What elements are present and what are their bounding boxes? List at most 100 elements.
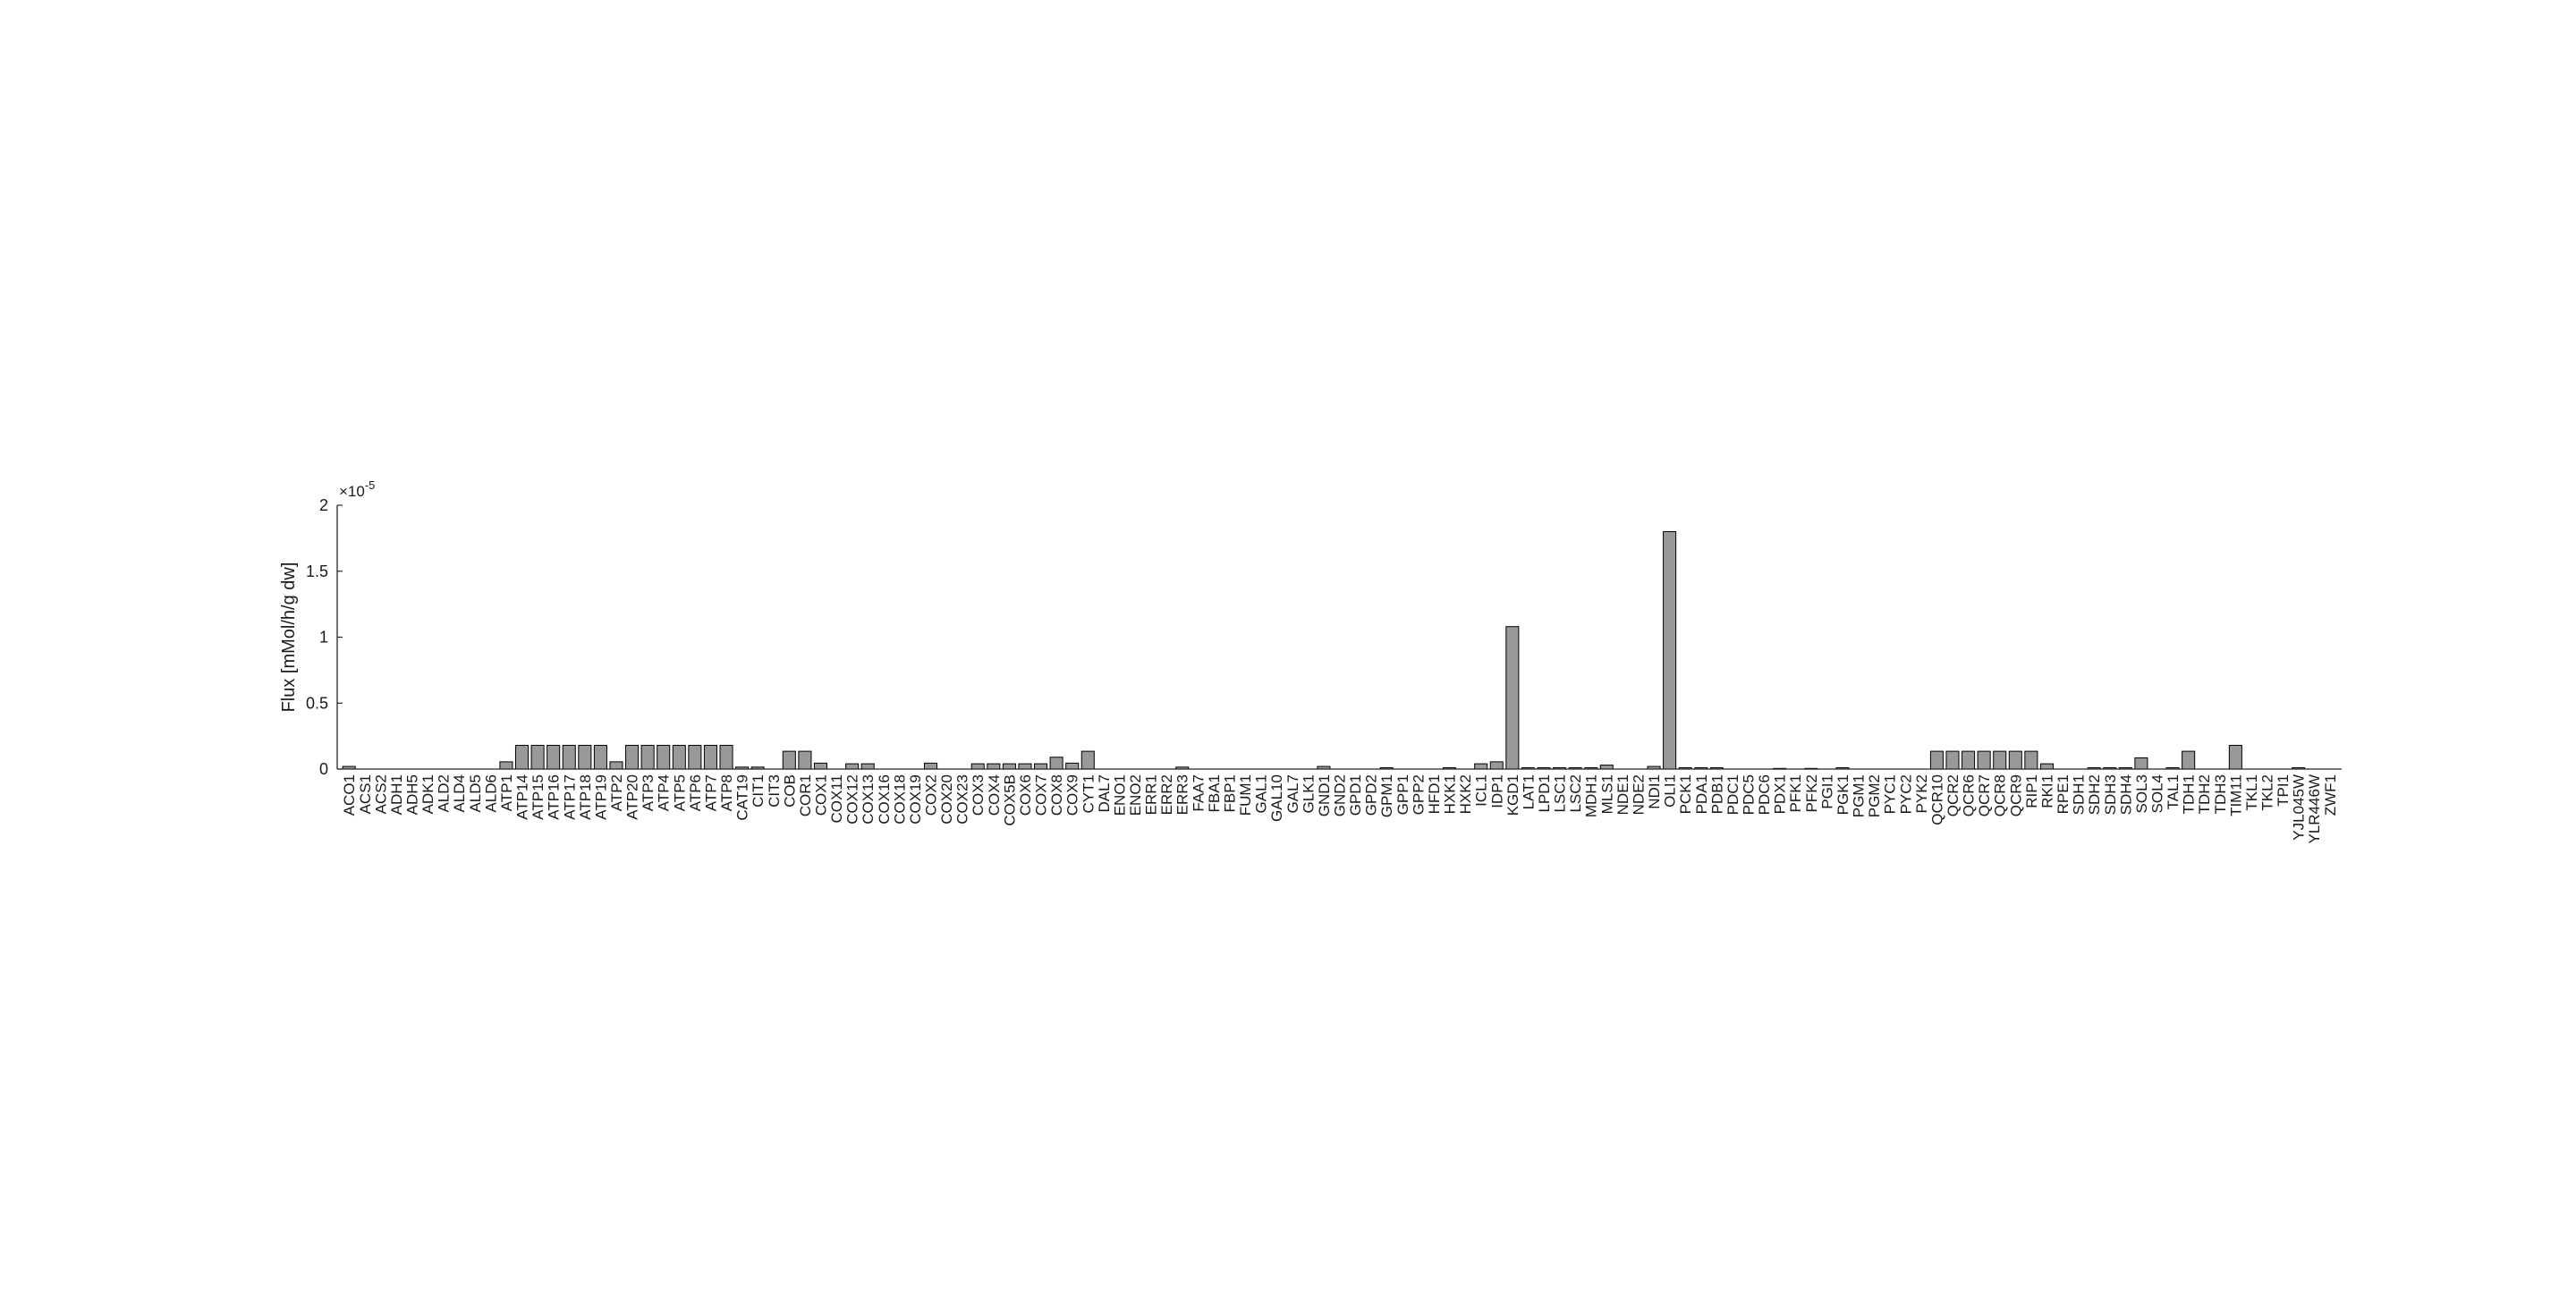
x-tick-label-atp17: ATP17: [561, 774, 578, 820]
x-tick-label-atp5: ATP5: [671, 774, 688, 811]
x-tick-label-tal1: TAL1: [2165, 774, 2182, 809]
bar-cox8: [1049, 757, 1063, 770]
x-tick-label-acs1: ACS1: [357, 774, 374, 814]
x-tick-label-ald5: ALD5: [467, 774, 484, 813]
bar-series: [342, 531, 2306, 770]
x-tick-label-rki1: RKI1: [2038, 774, 2055, 808]
x-tick-label-yjl045w: YJL045W: [2291, 774, 2308, 841]
bar-tdh1: [2182, 750, 2196, 770]
x-tick-label-lat1: LAT1: [1520, 774, 1537, 809]
x-tick-label-pgm2: PGM2: [1866, 774, 1883, 817]
x-tick-label-rip1: RIP1: [2023, 774, 2040, 808]
x-tick-label-cox5b: COX5B: [1001, 774, 1018, 826]
x-tick-label-atp19: ATP19: [592, 774, 609, 820]
x-tick-label-sdh3: SDH3: [2102, 774, 2119, 815]
x-tick-label-atp6: ATP6: [687, 774, 704, 811]
x-tick-label-qcr8: QCR8: [1992, 774, 2009, 816]
x-tick-label-eno1: ENO1: [1111, 774, 1128, 816]
bar-qcr10: [1929, 750, 1944, 770]
x-tick-label-eno2: ENO2: [1127, 774, 1144, 816]
x-tick-label-pdc6: PDC6: [1756, 774, 1773, 815]
x-tick-label-fum1: FUM1: [1237, 774, 1254, 816]
bar-rki1: [2039, 763, 2054, 770]
x-tick-label-lsc2: LSC2: [1567, 774, 1584, 813]
x-tick-label-cob: COB: [781, 774, 798, 808]
x-tick-label-cox2: COX2: [923, 774, 940, 816]
x-tick-label-fbp1: FBP1: [1221, 774, 1238, 813]
x-tick-label-ald2: ALD2: [436, 774, 453, 813]
x-tick-label-adh1: ADH1: [388, 774, 405, 815]
bar-atp2: [609, 761, 623, 770]
x-tick-label-sdh2: SDH2: [2086, 774, 2103, 815]
x-tick-label-tdh1: TDH1: [2181, 774, 2198, 814]
x-tick-label-ylr446w: YLR446W: [2306, 774, 2323, 843]
x-tick-label-cat19: CAT19: [734, 774, 751, 821]
y-axis-exponent: ×10-5: [339, 478, 375, 500]
x-tick-label-sdh1: SDH1: [2071, 774, 2088, 815]
bar-oli1: [1663, 531, 1677, 770]
x-axis-category-labels: ACO1ACS1ACS2ADH1ADH5ADK1ALD2ALD4ALD5ALD6…: [341, 774, 2339, 843]
bar-cor1: [798, 750, 812, 770]
y-tick-label: 0.5: [306, 694, 328, 712]
x-tick-label-gal1: GAL1: [1253, 774, 1270, 813]
bar-atp8: [719, 744, 733, 770]
y-tick-label: 1: [319, 629, 328, 647]
bar-atp20: [625, 744, 640, 770]
x-tick-label-qcr6: QCR6: [1961, 774, 1978, 816]
bar-cox5b: [1002, 763, 1016, 770]
bar-atp18: [578, 744, 592, 770]
x-tick-label-ndi1: NDI1: [1646, 774, 1663, 809]
bar-qcr8: [1993, 750, 2007, 770]
x-tick-label-ald6: ALD6: [482, 774, 499, 813]
bar-cob: [782, 750, 796, 770]
x-tick-label-cox6: COX6: [1017, 774, 1034, 816]
x-tick-label-err3: ERR3: [1174, 774, 1191, 815]
x-tick-label-err2: ERR2: [1158, 774, 1175, 815]
bar-atp17: [562, 744, 576, 770]
x-tick-label-fba1: FBA1: [1206, 774, 1223, 813]
bar-atp3: [640, 744, 655, 770]
x-tick-label-lsc1: LSC1: [1552, 774, 1569, 813]
x-tick-label-cox11: COX11: [828, 774, 845, 824]
bar-atp19: [593, 744, 607, 770]
x-tick-label-atp20: ATP20: [624, 774, 641, 820]
bar-qcr6: [1962, 750, 1976, 770]
x-tick-label-pfk1: PFK1: [1787, 774, 1804, 813]
x-tick-label-icl1: ICL1: [1473, 774, 1490, 807]
x-tick-label-cox7: COX7: [1033, 774, 1050, 816]
bar-atp6: [688, 744, 702, 770]
x-tick-label-pck1: PCK1: [1677, 774, 1694, 814]
bar-cox4: [987, 763, 1001, 770]
x-tick-label-idp1: IDP1: [1488, 774, 1505, 808]
x-tick-label-cox20: COX20: [938, 774, 955, 825]
bar-cox9: [1065, 762, 1080, 770]
x-tick-label-cit1: CIT1: [750, 774, 767, 808]
bar-atp14: [514, 744, 530, 770]
x-tick-label-glk1: GLK1: [1300, 774, 1317, 813]
x-tick-label-atp1: ATP1: [498, 774, 515, 811]
x-tick-label-qcr7: QCR7: [1976, 774, 1993, 816]
bar-atp16: [547, 744, 561, 770]
x-tick-label-cox1: COX1: [812, 774, 829, 816]
x-tick-label-sdh4: SDH4: [2117, 774, 2134, 815]
y-tick-label: 0: [319, 760, 328, 778]
x-tick-label-pyk2: PYK2: [1913, 774, 1930, 813]
x-tick-label-pdc5: PDC5: [1740, 774, 1757, 815]
x-tick-label-cox3: COX3: [970, 774, 987, 816]
x-tick-label-qcr9: QCR9: [2007, 774, 2024, 816]
bar-cox1: [813, 762, 828, 770]
x-tick-label-gpd1: GPD1: [1347, 774, 1364, 816]
x-tick-label-gnd1: GND1: [1316, 774, 1333, 816]
x-tick-label-gpd2: GPD2: [1363, 774, 1380, 816]
y-tick-label: 1.5: [306, 562, 328, 580]
bar-cox6: [1018, 763, 1032, 770]
y-exponent-power: -5: [365, 478, 376, 492]
x-tick-label-hfd1: HFD1: [1426, 774, 1443, 814]
x-tick-label-gpm1: GPM1: [1378, 774, 1395, 817]
y-exponent-base: ×10: [339, 483, 365, 500]
x-tick-label-atp8: ATP8: [718, 774, 735, 811]
x-tick-label-ald4: ALD4: [451, 774, 468, 813]
bar-cox3: [970, 763, 985, 770]
x-tick-label-cor1: COR1: [797, 774, 814, 816]
